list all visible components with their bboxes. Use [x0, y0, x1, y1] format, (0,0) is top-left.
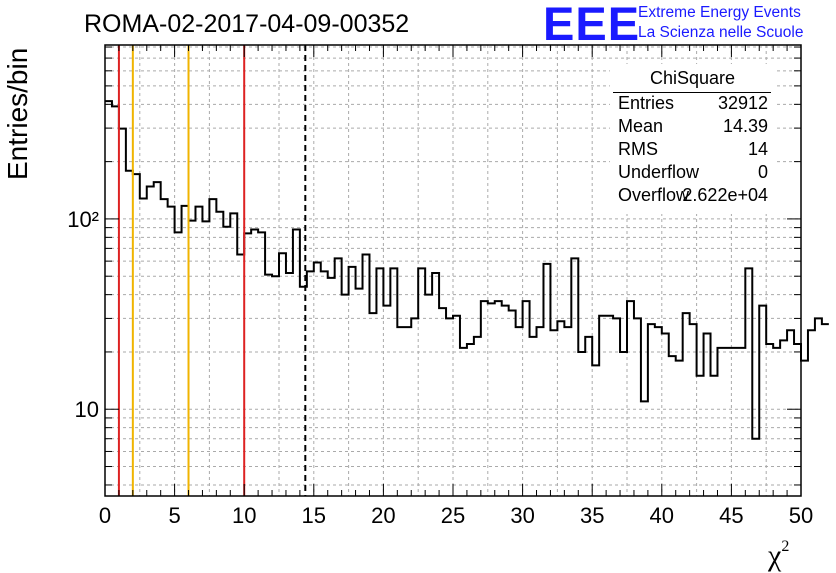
stats-label: Entries	[618, 93, 675, 113]
x-axis-label: χ2	[768, 538, 790, 572]
x-tick-label: 10	[232, 503, 256, 528]
logo-line-1: Extreme Energy Events	[638, 4, 801, 21]
x-tick-label: 35	[580, 503, 604, 528]
stats-box: ChiSquare Entries 32912 Mean 14.39 RMS 1…	[610, 64, 775, 214]
stats-divider	[613, 92, 771, 93]
stats-row-mean: Mean 14.39	[618, 116, 768, 138]
stats-label: Mean	[618, 116, 664, 136]
stats-value: 0	[757, 162, 768, 182]
histogram-series	[105, 100, 829, 440]
stats-value: 14	[747, 139, 768, 159]
eee-logo: EEE	[543, 0, 641, 50]
x-tick-label: 20	[371, 503, 395, 528]
stats-label: Underflow	[618, 162, 700, 182]
x-tick-label: 45	[719, 503, 743, 528]
x-tick-label: 5	[168, 503, 180, 528]
stats-label: Overflow	[618, 185, 690, 205]
stats-value: 2.622e+04	[682, 185, 768, 205]
stats-row-overflow: Overflow 2.622e+04	[618, 185, 768, 207]
stats-row-rms: RMS 14	[618, 139, 768, 161]
x-tick-label: 30	[510, 503, 534, 528]
stats-label: RMS	[618, 139, 658, 159]
x-tick-label: 0	[99, 503, 111, 528]
stats-value: 32912	[717, 93, 768, 113]
stats-row-underflow: Underflow 0	[618, 162, 768, 184]
y-tick-label: 10	[75, 397, 99, 422]
y-axis-label: Entries/bin	[2, 47, 33, 180]
logo-line-2: La Scienza nelle Scuole	[638, 24, 804, 41]
y-tick-label: 10²	[67, 207, 99, 232]
x-tick-label: 15	[302, 503, 326, 528]
x-tick-label: 40	[650, 503, 674, 528]
stats-value: 14.39	[722, 116, 768, 136]
chart-title: ROMA-02-2017-04-09-00352	[84, 10, 410, 38]
stats-title: ChiSquare	[649, 68, 736, 88]
x-tick-label: 50	[789, 503, 813, 528]
stats-row-entries: Entries 32912	[618, 93, 768, 115]
x-tick-label: 25	[441, 503, 465, 528]
